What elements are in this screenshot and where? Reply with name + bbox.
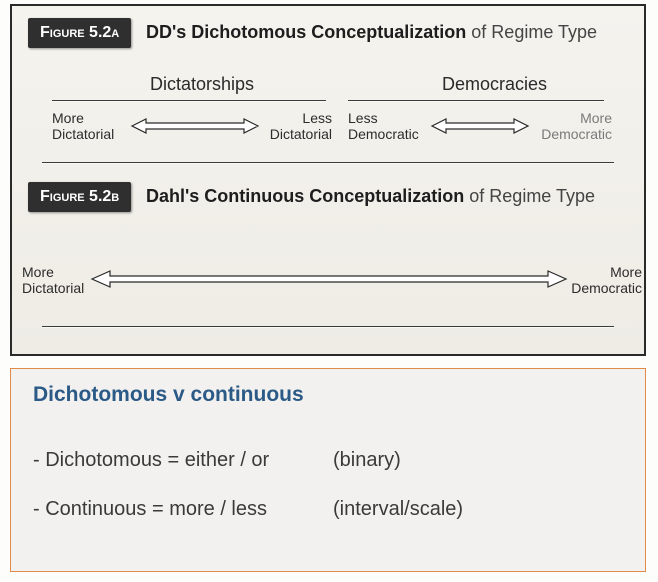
notes-line-1-paren: (binary) [333,449,401,472]
notes-line-2-paren: (interval/scale) [333,498,463,521]
section-divider-1 [42,162,614,163]
figure-a-title: DD's Dichotomous Conceptualization of Re… [146,22,597,43]
figure-a-title-main: DD's Dichotomous Conceptualization [146,22,466,42]
dictatorships-header: Dictatorships [150,74,254,95]
dictatorship-arrow-icon [130,116,260,136]
less-democratic-label: LessDemocratic [348,110,419,142]
section-divider-2 [42,326,614,327]
notes-line-2: - Continuous = more / less (interval/sca… [33,498,623,521]
notes-line-1-term: - Dichotomous = either / or [33,449,333,472]
more-democratic-label-a-right: MoreDemocratic [532,110,612,142]
dictatorship-axis-line [52,100,326,101]
more-democratic-label-b: MoreDemocratic [568,264,642,296]
more-dictatorial-label-b: MoreDictatorial [22,264,84,296]
democracies-header: Democracies [442,74,547,95]
figure-b-title-main: Dahl's Continuous Conceptualization [146,186,464,206]
more-dictatorial-label-a-left: MoreDictatorial [52,110,114,142]
democracy-arrow-icon [430,116,530,136]
figure-a-badge: Figure 5.2a [28,18,131,48]
less-dictatorial-label: LessDictatorial [262,110,332,142]
figure-a-title-tail: of Regime Type [466,22,597,42]
figure-b-title: Dahl's Continuous Conceptualization of R… [146,186,595,207]
notes-line-2-term: - Continuous = more / less [33,498,333,521]
democracy-axis-line [348,100,604,101]
continuous-arrow-icon [90,268,568,290]
figure-b-badge: Figure 5.2b [28,182,131,212]
notes-line-1: - Dichotomous = either / or (binary) [33,449,623,472]
notes-heading: Dichotomous v continuous [33,383,623,407]
notes-panel: Dichotomous v continuous - Dichotomous =… [10,368,646,572]
figures-panel: Figure 5.2a DD's Dichotomous Conceptuali… [10,4,646,356]
figure-b-title-tail: of Regime Type [464,186,595,206]
